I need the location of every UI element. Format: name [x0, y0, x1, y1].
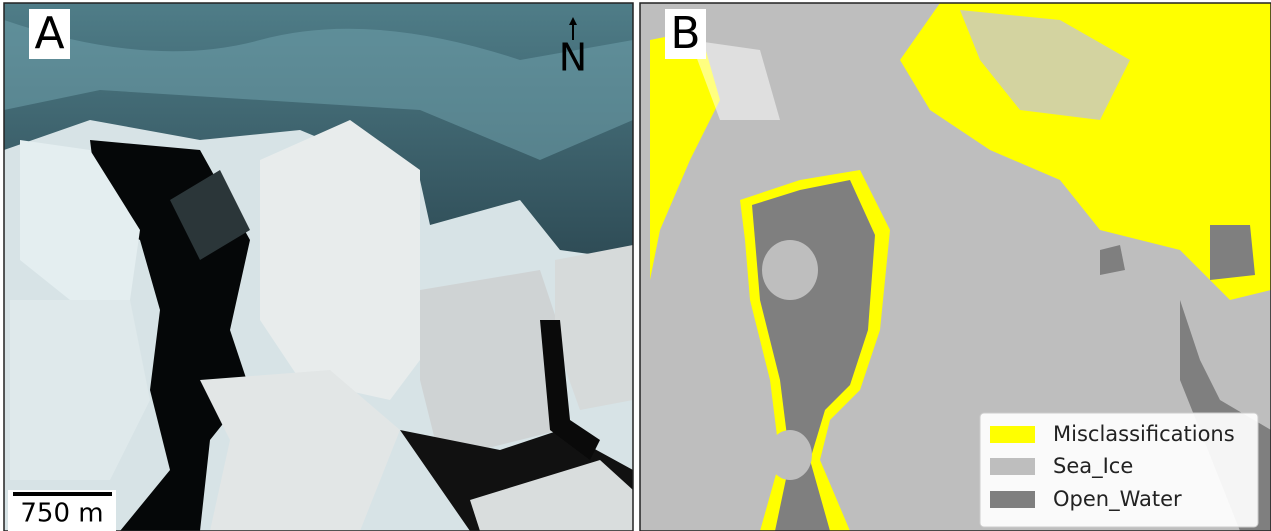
- ice-floe: [420, 270, 560, 460]
- legend-swatch: [990, 458, 1035, 475]
- north-label: N: [559, 36, 587, 80]
- panel-label: B: [670, 8, 700, 59]
- scale-label: 750 m: [20, 499, 103, 529]
- legend-label: Sea_Ice: [1053, 454, 1133, 479]
- sea-ice-area: [768, 430, 812, 480]
- figure: A N 750 m B Misclassifications Sea_Ice O…: [0, 0, 1271, 531]
- panel-a: [4, 3, 633, 531]
- open-water-area: [1210, 225, 1255, 280]
- legend-label: Misclassifications: [1053, 422, 1235, 446]
- legend-label: Open_Water: [1053, 487, 1182, 512]
- legend-swatch: [990, 491, 1035, 508]
- sea-ice-area: [762, 240, 818, 300]
- panel-label: A: [34, 8, 64, 59]
- legend: Misclassifications Sea_Ice Open_Water: [980, 413, 1258, 527]
- legend-swatch: [990, 426, 1035, 443]
